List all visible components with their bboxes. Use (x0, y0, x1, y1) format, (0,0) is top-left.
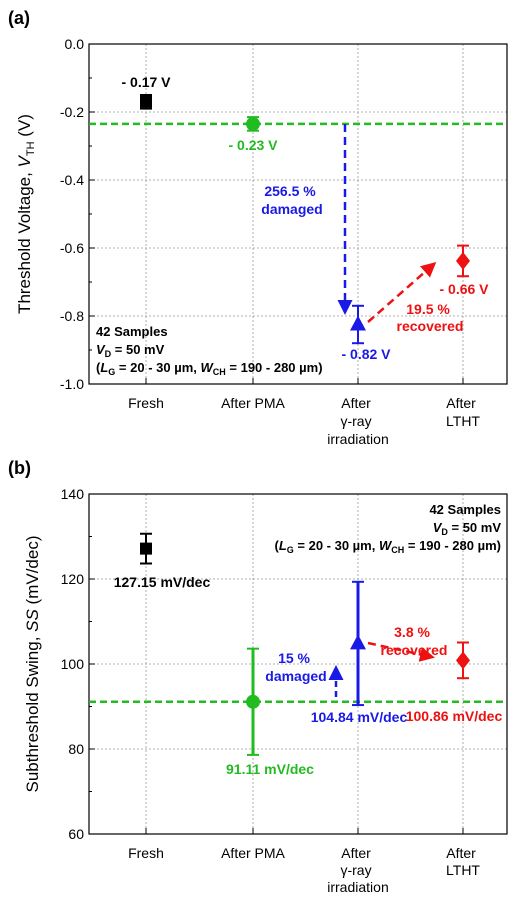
panel-a-x-categories: Fresh After PMA After γ-ray irradiation … (128, 395, 480, 447)
panel-a-y-ticks: 0.0 -0.2 -0.4 -0.6 -0.8 -1.0 (60, 36, 464, 392)
panel-a-ytick-label: -0.6 (60, 240, 84, 256)
panel-a-ytick-label: -1.0 (60, 376, 84, 392)
panel-a-threshold-voltage: (a) 0.0 -0.2 -0.4 -0.6 -0.8 -1.0 - 0.17 V - 0… (8, 8, 508, 447)
panel-b-marker-pma (246, 694, 260, 709)
panel-b-y-ticks: 140 120 100 80 60 (61, 486, 464, 842)
panel-b-point-fresh (140, 532, 152, 565)
panel-a-ytick-label: -0.4 (60, 172, 84, 188)
panel-a-point-pma (246, 116, 260, 132)
panel-a-point-gamma (350, 304, 366, 345)
panel-b-ytick-label: 140 (61, 486, 85, 502)
panel-a-cat-ltht: After LTHT (446, 395, 480, 429)
panel-b-cat-gamma: After γ-ray irradiation (327, 845, 388, 895)
panel-b-ltht-value-label: 100.86 mV/dec (406, 708, 503, 724)
panel-a-label: (a) (8, 8, 30, 28)
panel-b-ytick-label: 100 (61, 656, 85, 672)
panel-b-pma-value-label: 91.11 mV/dec (226, 761, 314, 777)
panel-a-info-box: 42 Samples VD = 50 mV (LG = 20 - 30 µm, … (96, 324, 323, 377)
svg-text:VD = 50 mV: VD = 50 mV (433, 520, 502, 537)
svg-text:(LG = 20 - 30 µm, WCH = 190 -: (LG = 20 - 30 µm, WCH = 190 - 280 µm) (274, 538, 501, 555)
panel-b-ytick-label: 60 (68, 826, 84, 842)
panel-a-ltht-value-label: - 0.66 V (439, 281, 489, 297)
panel-b-cat-fresh: Fresh (128, 845, 164, 861)
panel-a-marker-pma (246, 116, 260, 131)
panel-b-cat-pma: After PMA (221, 845, 285, 861)
panel-a-ytick-label: -0.8 (60, 308, 84, 324)
panel-a-grid (89, 44, 507, 384)
svg-text:(LG = 20 - 30 µm, WCH = 190 -: (LG = 20 - 30 µm, WCH = 190 - 280 µm) (96, 360, 323, 377)
svg-text:VD = 50 mV: VD = 50 mV (96, 342, 165, 359)
panel-b-cat-ltht: After LTHT (446, 845, 480, 878)
panel-b-label: (b) (8, 458, 31, 478)
svg-text:42 Samples: 42 Samples (96, 324, 168, 339)
panel-b-gamma-value-label: 104.84 mV/dec (311, 709, 408, 725)
panel-a-ytick-label: 0.0 (65, 36, 85, 52)
panel-b-data-points (140, 532, 470, 756)
panel-a-point-fresh (140, 94, 152, 110)
panel-b-y-axis-title: Subthreshold Swing, SS (mV/dec) (23, 535, 42, 792)
panel-b-info-box: 42 Samples VD = 50 mV (LG = 20 - 30 µm, … (274, 502, 501, 555)
panel-b-point-gamma (350, 580, 366, 707)
panel-a-cat-gamma: After γ-ray irradiation (327, 395, 388, 447)
panel-b-marker-ltht (456, 651, 470, 670)
panel-b-ytick-label: 80 (68, 741, 84, 757)
panel-b-recovery-annotation: 3.8 % recovered (381, 624, 448, 658)
panel-a-data-points (140, 94, 470, 345)
panel-b-marker-fresh (140, 542, 152, 555)
panel-b-point-ltht (456, 641, 470, 680)
panel-a-y-axis-title: Threshold Voltage, VTH (V) (15, 114, 37, 314)
panel-b-subthreshold-swing: (b) 140 120 100 80 60 127.15 mV/dec 91.11 mV… (8, 458, 508, 895)
panel-a-recovery-annotation: 19.5 % recovered (397, 301, 464, 334)
panel-a-gamma-value-label: - 0.82 V (341, 346, 391, 362)
panel-b-point-pma (246, 647, 260, 756)
panel-b-ytick-label: 120 (61, 571, 85, 587)
panel-a-point-ltht (456, 244, 470, 278)
panel-a-cat-pma: After PMA (221, 395, 285, 411)
panel-a-damage-annotation: 256.5 % damaged (261, 183, 322, 217)
panel-a-marker-gamma (350, 315, 366, 331)
panel-b-x-categories: Fresh After PMA After γ-ray irradiation … (128, 845, 480, 895)
panel-a-pma-value-label: - 0.23 V (228, 137, 278, 153)
panel-a-marker-ltht (456, 251, 470, 270)
panel-a-ytick-label: -0.2 (60, 104, 84, 120)
panel-a-fresh-value-label: - 0.17 V (121, 74, 171, 90)
panel-b-fresh-value-label: 127.15 mV/dec (114, 574, 211, 590)
panel-b-marker-gamma (350, 634, 366, 650)
panel-a-recovery-arrow (367, 262, 437, 323)
panel-b-damage-annotation: 15 % damaged (265, 650, 326, 684)
panel-a-cat-fresh: Fresh (128, 395, 164, 411)
svg-text:42 Samples: 42 Samples (429, 502, 501, 517)
panel-b-recovery-arrow (367, 641, 435, 662)
panel-a-marker-fresh (140, 95, 152, 108)
